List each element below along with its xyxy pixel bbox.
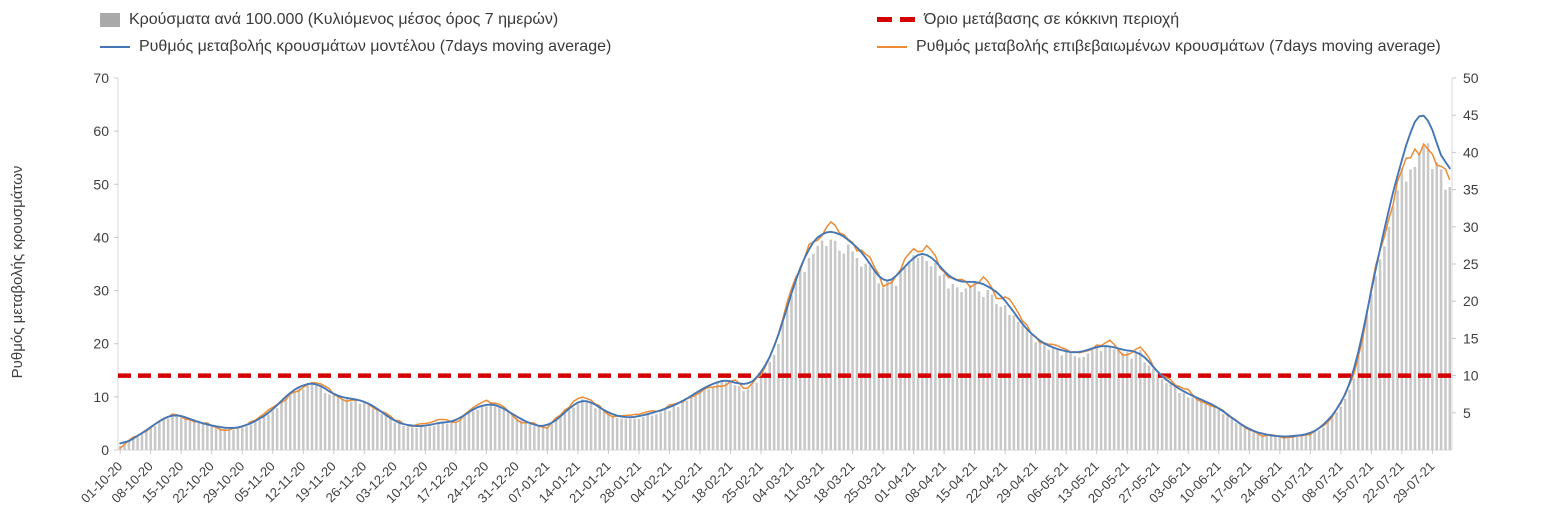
svg-text:50: 50 — [1463, 70, 1479, 86]
bar-swatch-icon — [100, 12, 120, 27]
blue-line-swatch-icon — [100, 45, 130, 48]
svg-text:30: 30 — [93, 283, 109, 299]
svg-text:40: 40 — [93, 229, 109, 245]
left-axis-tick-labels: 0 10 20 30 40 50 60 70 — [93, 70, 118, 458]
svg-text:70: 70 — [93, 70, 109, 86]
svg-text:20: 20 — [1463, 293, 1479, 309]
svg-text:40: 40 — [1463, 144, 1479, 160]
legend-label-model: Ρυθμός μεταβολής κρουσμάτων μοντέλου (7d… — [139, 37, 612, 55]
legend-item-bars: Κρούσματα ανά 100.000 (Κυλιόμενος μέσος … — [100, 6, 611, 33]
svg-text:10: 10 — [1463, 368, 1479, 384]
bars-series — [118, 143, 1452, 451]
legend-label-bars: Κρούσματα ανά 100.000 (Κυλιόμενος μέσος … — [129, 10, 559, 28]
svg-text:20: 20 — [93, 336, 109, 352]
svg-text:60: 60 — [93, 123, 109, 139]
axes — [117, 78, 1453, 451]
model-line — [119, 114, 1451, 445]
legend-label-threshold: Όριο μετάβασης σε κόκκινη περιοχή — [924, 10, 1180, 28]
left-axis-title: Ρυθμός μεταβολής κρουσμάτων — [9, 165, 26, 379]
svg-text:30: 30 — [1463, 219, 1479, 235]
chart-legend: Κρούσματα ανά 100.000 (Κυλιόμενος μέσος … — [0, 6, 1558, 64]
svg-text:50: 50 — [93, 176, 109, 192]
svg-text:5: 5 — [1463, 405, 1471, 421]
svg-text:10: 10 — [93, 389, 109, 405]
legend-item-model: Ρυθμός μεταβολής κρουσμάτων μοντέλου (7d… — [100, 33, 611, 60]
legend-column-left: Κρούσματα ανά 100.000 (Κυλιόμενος μέσος … — [100, 6, 611, 60]
svg-text:45: 45 — [1463, 107, 1479, 123]
svg-text:25: 25 — [1463, 256, 1479, 272]
svg-text:0: 0 — [101, 442, 109, 458]
legend-column-right: Όριο μετάβασης σε κόκκινη περιοχή Ρυθμός… — [877, 6, 1441, 60]
x-axis-tick-labels: 01-10-2008-10-2015-10-2022-10-2029-10-20… — [78, 450, 1438, 506]
svg-text:15: 15 — [1463, 330, 1479, 346]
svg-text:35: 35 — [1463, 182, 1479, 198]
legend-label-confirmed: Ρυθμός μεταβολής επιβεβαιωμένων κρουσμάτ… — [916, 37, 1441, 55]
red-dash-swatch-icon — [877, 17, 915, 22]
right-axis-tick-labels: 5 10 15 20 25 30 35 40 45 50 — [1452, 70, 1479, 421]
orange-line-swatch-icon — [877, 45, 907, 48]
legend-item-threshold: Όριο μετάβασης σε κόκκινη περιοχή — [877, 6, 1441, 33]
legend-item-confirmed: Ρυθμός μεταβολής επιβεβαιωμένων κρουσμάτ… — [877, 33, 1441, 60]
